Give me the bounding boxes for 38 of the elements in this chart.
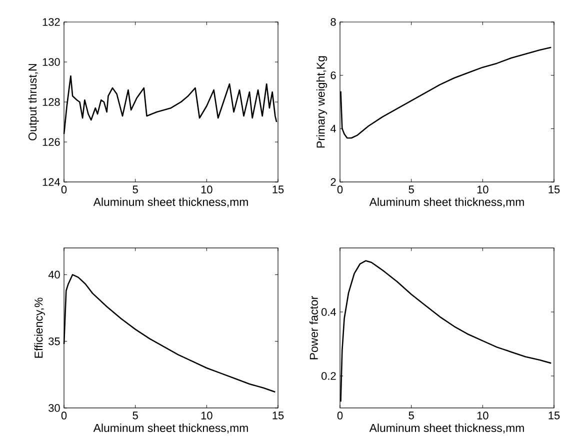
x-tick-label: 10	[201, 412, 212, 420]
y-tick-label: 0.4	[322, 308, 336, 316]
y-tick-label: 0.2	[322, 372, 336, 380]
y-axis-title: Primary weight,Kg	[316, 56, 328, 148]
x-tick-label: 0	[337, 412, 343, 420]
y-tick-label: 2	[330, 178, 336, 186]
y-tick-label: 124	[42, 178, 60, 186]
x-tick-label: 5	[408, 412, 414, 420]
x-axis-title: Aluminum sheet thickness,mm	[93, 198, 248, 208]
y-tick-label: 35	[48, 337, 60, 346]
y-axis-title: Efficiency,%	[34, 298, 45, 358]
y-tick-label: 126	[42, 138, 60, 146]
x-tick-label: 5	[132, 186, 138, 194]
y-tick-label: 6	[330, 71, 336, 80]
x-axis-title: Aluminum sheet thickness,mm	[369, 424, 524, 434]
x-axis-title: Aluminum sheet thickness,mm	[369, 198, 524, 208]
y-axis-title: Power factor	[310, 296, 318, 360]
x-tick-label: 15	[548, 412, 560, 420]
x-tick-label: 15	[272, 186, 284, 194]
x-tick-label: 10	[477, 412, 488, 420]
y-tick-label: 130	[42, 58, 60, 66]
x-tick-label: 0	[337, 186, 343, 194]
x-tick-label: 5	[408, 186, 414, 194]
x-tick-label: 10	[201, 186, 212, 194]
y-tick-label: 8	[330, 18, 336, 26]
x-tick-label: 0	[61, 412, 67, 420]
y-tick-label: 40	[48, 270, 60, 279]
x-tick-label: 5	[132, 412, 138, 420]
y-tick-label: 128	[42, 98, 60, 106]
x-tick-label: 15	[548, 186, 560, 194]
x-axis-title: Aluminum sheet thickness,mm	[93, 424, 248, 434]
y-tick-label: 132	[42, 18, 60, 26]
x-tick-label: 0	[61, 186, 67, 194]
y-tick-label: 30	[48, 404, 60, 412]
y-tick-label: 4	[330, 124, 336, 132]
x-tick-label: 10	[477, 186, 488, 194]
y-axis-title: Output thrust,N	[28, 64, 39, 140]
x-tick-label: 15	[272, 412, 284, 420]
